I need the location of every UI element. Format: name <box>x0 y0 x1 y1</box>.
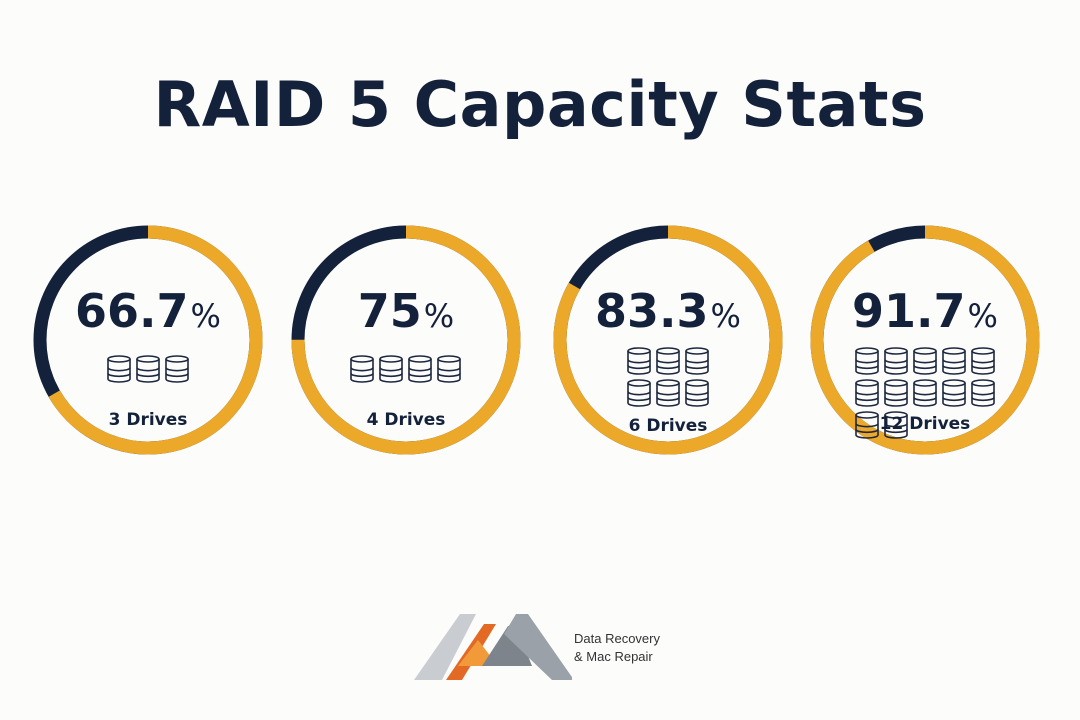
drive-icon <box>912 347 937 375</box>
drive-icon <box>854 411 879 439</box>
capacity-percentage: 91.7% <box>805 288 1045 334</box>
drive-icons <box>548 346 788 414</box>
drive-icons <box>28 354 268 390</box>
company-name-line1: Data Recovery <box>574 631 660 646</box>
percentage-value: 66.7 <box>75 284 189 338</box>
stat-card: 75% 4 Drives <box>286 210 526 470</box>
company-logo: Data Recovery & Mac Repair <box>412 606 712 686</box>
percentage-unit: % <box>710 297 741 335</box>
drive-icon <box>854 347 879 375</box>
capacity-ring <box>291 225 521 455</box>
drive-icon <box>626 379 651 407</box>
drive-icon <box>684 379 709 407</box>
page-title: RAID 5 Capacity Stats <box>153 68 927 141</box>
drive-icon <box>883 411 908 439</box>
mountain-logo-icon <box>414 614 572 680</box>
drive-icon <box>655 347 680 375</box>
drive-icon <box>135 355 160 383</box>
stat-card: 66.7% 3 Drives <box>28 210 268 470</box>
stats-row: 66.7% 3 Drives 75% 4 Drives 83.3% 6 Driv… <box>0 210 1080 490</box>
ring-capacity-arc <box>553 225 783 455</box>
capacity-ring <box>33 225 263 455</box>
percentage-unit: % <box>190 297 221 335</box>
drive-icons <box>805 346 1045 446</box>
company-name-line2: & Mac Repair <box>574 649 653 664</box>
drive-icon <box>379 355 403 383</box>
percentage-value: 83.3 <box>595 284 709 338</box>
drive-icon <box>626 347 651 375</box>
drive-icon <box>655 379 680 407</box>
drive-icon <box>883 379 908 407</box>
drive-icon-group <box>854 347 995 439</box>
capacity-percentage: 66.7% <box>28 288 268 334</box>
capacity-percentage: 83.3% <box>548 288 788 334</box>
capacity-ring <box>553 225 783 455</box>
drive-icon <box>437 355 461 383</box>
ring-capacity-arc <box>291 225 521 455</box>
capacity-ring <box>810 225 1040 455</box>
drive-icon <box>350 355 374 383</box>
drive-count-label: 3 Drives <box>108 410 188 430</box>
drive-icon <box>164 355 189 383</box>
percentage-value: 75 <box>357 284 422 338</box>
capacity-percentage: 75% <box>286 288 526 334</box>
drive-icon <box>883 347 908 375</box>
drive-icon <box>970 347 995 375</box>
ring-capacity-arc <box>33 225 263 455</box>
percentage-unit: % <box>423 297 455 335</box>
drive-icon <box>941 347 966 375</box>
drive-count-label: 4 Drives <box>366 410 446 430</box>
drive-icon <box>854 379 879 407</box>
drive-icon <box>941 379 966 407</box>
drive-count-label: 6 Drives <box>628 416 708 436</box>
drive-icon <box>912 379 937 407</box>
drive-count-label: 12 Drives <box>879 414 971 434</box>
drive-icon-group <box>626 347 709 407</box>
drive-icon <box>684 347 709 375</box>
stat-card: 91.7% 12 Drives <box>805 210 1045 470</box>
ring-capacity-arc <box>810 225 1040 455</box>
drive-icon <box>106 355 131 383</box>
drive-icons <box>286 354 526 390</box>
drive-icon-group <box>350 355 461 383</box>
drive-icon <box>970 379 995 407</box>
drive-icon <box>408 355 432 383</box>
percentage-unit: % <box>967 297 998 335</box>
percentage-value: 91.7 <box>852 284 966 338</box>
stat-card: 83.3% 6 Drives <box>548 210 788 470</box>
drive-icon-group <box>106 355 189 383</box>
